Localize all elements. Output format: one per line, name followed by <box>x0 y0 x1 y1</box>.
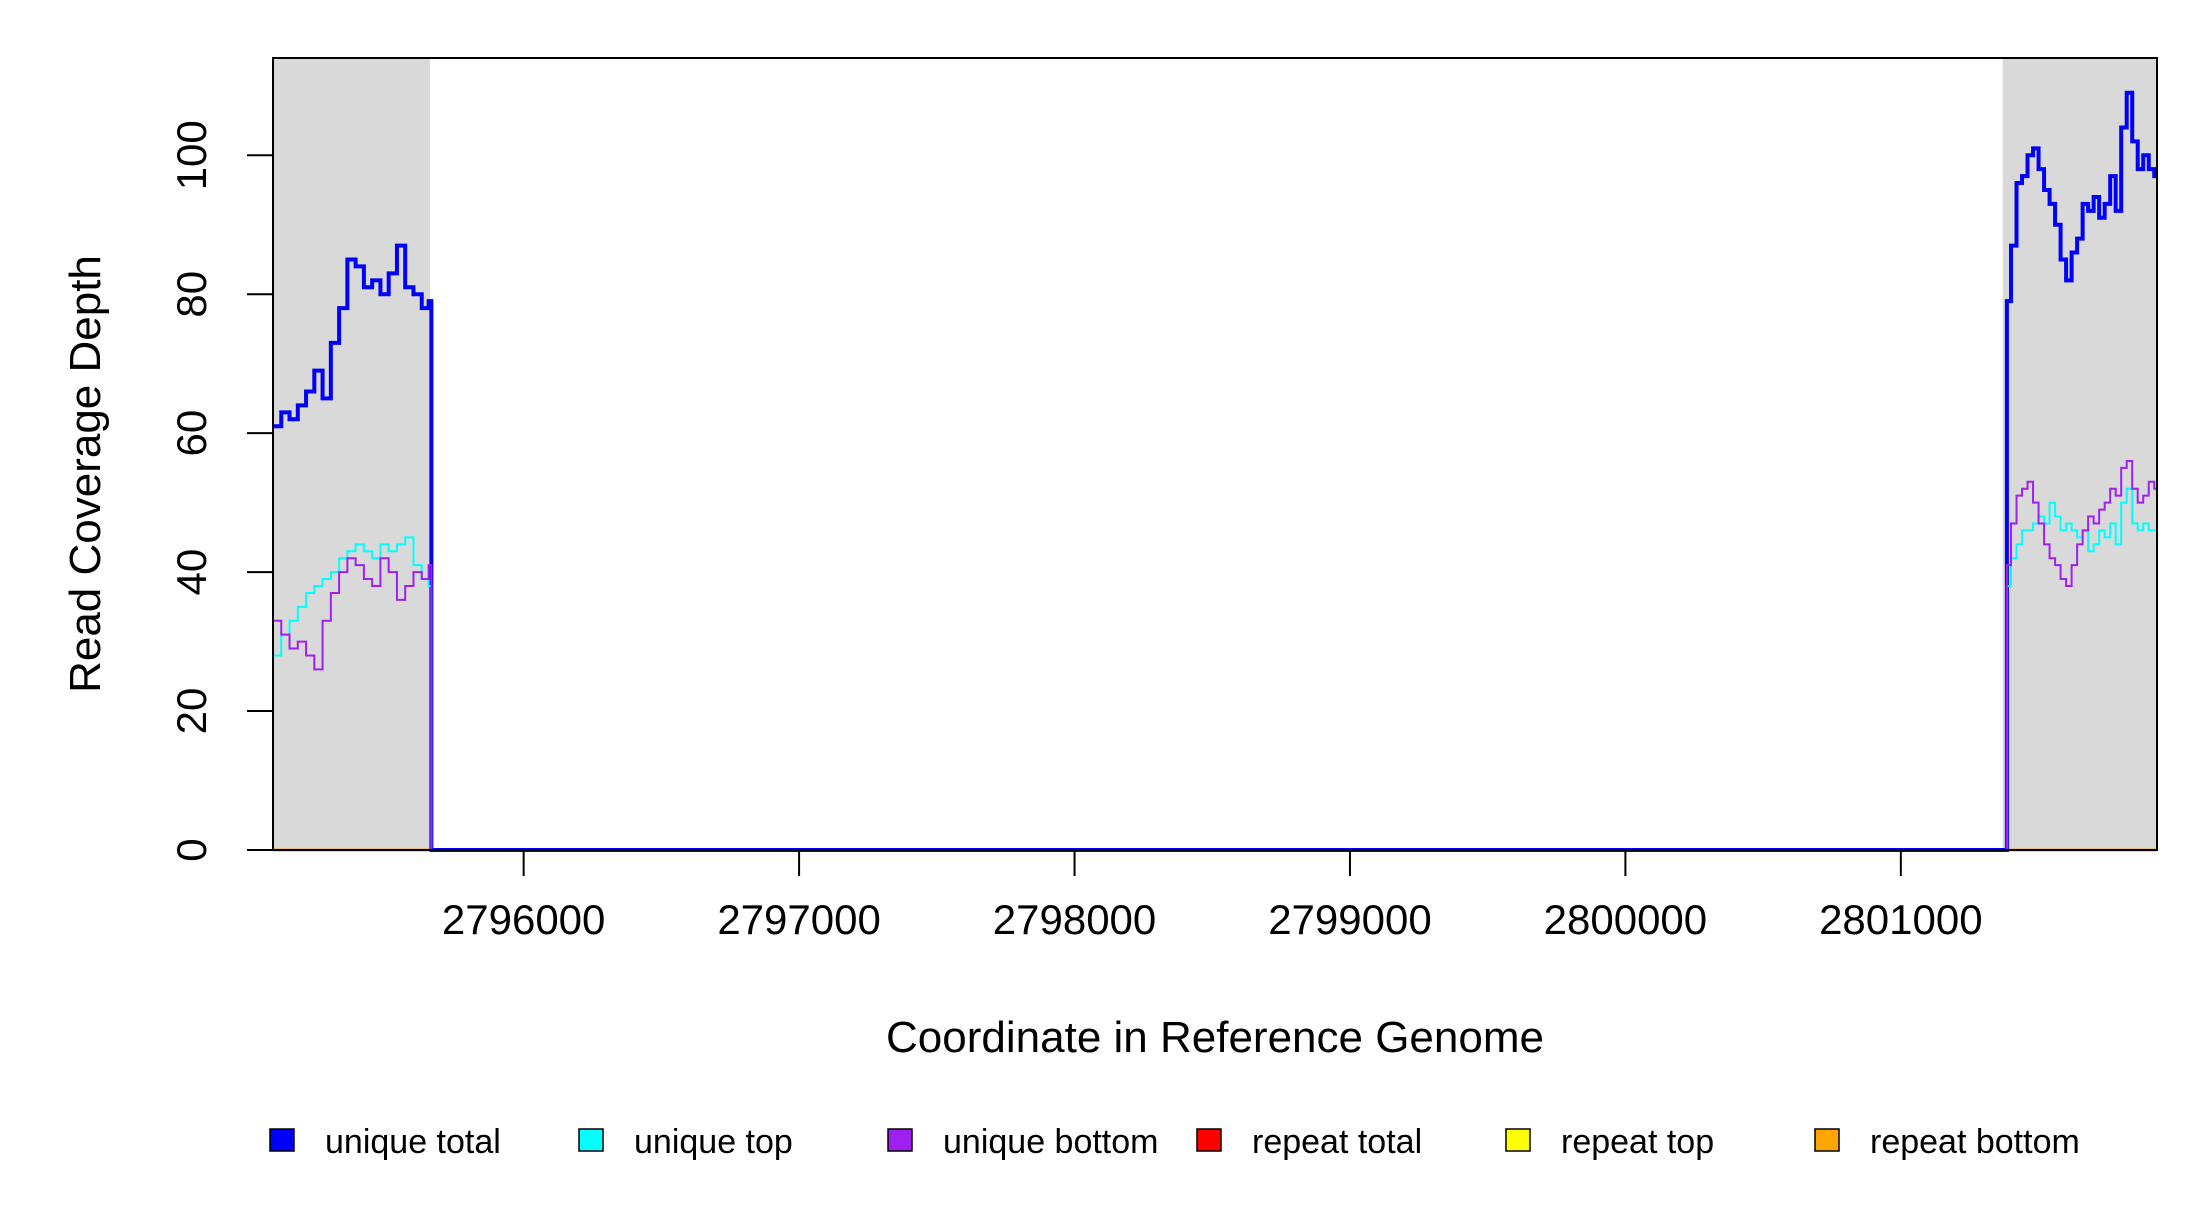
shaded-region-2 <box>2002 58 2157 850</box>
x-tick-label: 2798000 <box>993 896 1157 943</box>
x-tick-label: 2797000 <box>717 896 881 943</box>
series-line-unique-top <box>273 487 2157 851</box>
y-tick-label: 100 <box>168 120 215 190</box>
legend-swatch-unique-bottom <box>887 1128 913 1152</box>
y-tick-label: 0 <box>168 838 215 861</box>
legend-swatch-repeat-top <box>1505 1128 1531 1152</box>
x-axis-title: Coordinate in Reference Genome <box>886 1013 1544 1062</box>
legend-swatch-repeat-bottom <box>1814 1128 1840 1152</box>
legend-swatch-repeat-total <box>1196 1128 1222 1152</box>
x-tick-label: 2801000 <box>1819 896 1983 943</box>
y-tick-label: 80 <box>168 271 215 318</box>
x-axis-ticks: 2796000 2797000 2798000 2799000 2800000 28010… <box>442 850 1983 943</box>
y-tick-label: 40 <box>168 549 215 596</box>
legend-swatch-unique-total <box>269 1128 295 1152</box>
legend-label-unique-bottom: unique bottom <box>943 1123 1159 1161</box>
legend-swatch-unique-top <box>578 1128 604 1152</box>
x-tick-label: 2799000 <box>1268 896 1432 943</box>
y-tick-label: 20 <box>168 688 215 735</box>
x-tick-label: 2800000 <box>1544 896 1708 943</box>
x-tick-label: 2796000 <box>442 896 606 943</box>
shaded-regions <box>273 58 2157 850</box>
series-line-unique-total <box>273 90 2157 852</box>
y-axis-title: Read Coverage Depth <box>61 255 110 693</box>
legend-label-repeat-top: repeat top <box>1561 1123 1714 1161</box>
legend-label-repeat-total: repeat total <box>1252 1123 1422 1161</box>
series-line-unique-bottom <box>273 459 2157 851</box>
legend-label-unique-top: unique top <box>634 1123 793 1161</box>
legend-label-unique-total: unique total <box>325 1123 501 1161</box>
y-axis-ticks: 0 20 40 60 80 100 <box>168 120 274 862</box>
legend-label-repeat-bottom: repeat bottom <box>1870 1123 2080 1161</box>
shaded-region-1 <box>273 58 430 850</box>
series-lines <box>273 90 2157 852</box>
legend: unique total unique top unique bottom repea… <box>269 1123 2080 1161</box>
y-tick-label: 60 <box>168 410 215 457</box>
plot-frame <box>272 57 2158 851</box>
